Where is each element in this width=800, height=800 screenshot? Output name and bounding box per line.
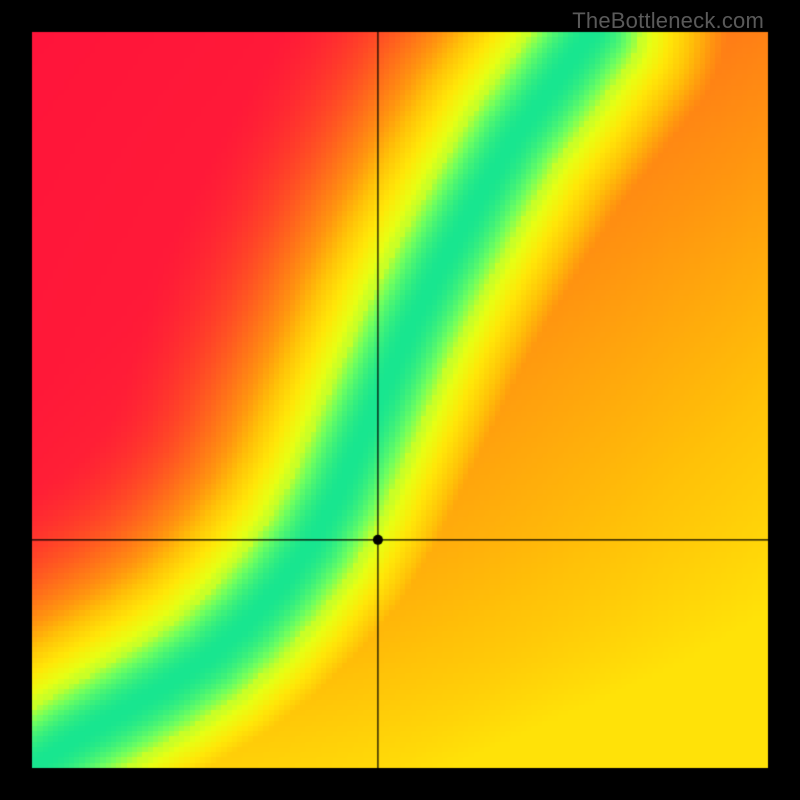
- chart-stage: TheBottleneck.com: [0, 0, 800, 800]
- heatmap-canvas: [0, 0, 800, 800]
- watermark-label: TheBottleneck.com: [572, 8, 764, 34]
